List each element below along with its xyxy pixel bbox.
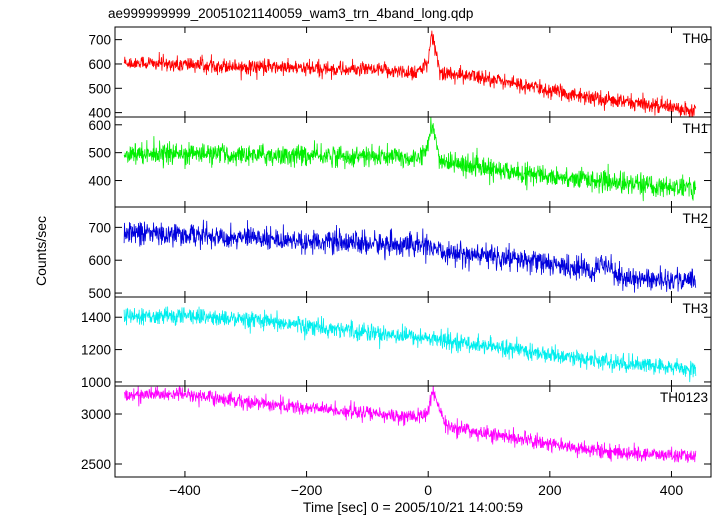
y-tick-label: 600 [88, 118, 111, 133]
panel-th0123: 2500 3000 TH0123 [81, 385, 712, 478]
x-axis-label: Time [sec] 0 = 2005/10/21 14:00:59 [303, 499, 523, 515]
series-name-label: TH3 [682, 301, 708, 316]
x-tick-label: 0 [424, 482, 432, 498]
y-tick-label: 500 [88, 286, 111, 301]
series-name-label: TH2 [682, 211, 708, 226]
chart-title: ae999999999_20051021140059_wam3_trn_4ban… [108, 6, 473, 21]
panel-th1: 400 500 600 TH1 [88, 116, 712, 208]
y-tick-label: 600 [88, 253, 111, 268]
series-name-label: TH1 [682, 121, 708, 136]
series-name-label: TH0123 [660, 390, 708, 405]
y-tick-label: 400 [88, 174, 111, 189]
y-tick-label: 600 [88, 57, 111, 72]
y-tick-label: 500 [88, 81, 111, 96]
y-tick-label: 700 [88, 220, 111, 235]
y-tick-label: 2500 [81, 457, 111, 472]
y-tick-label: 400 [88, 106, 111, 121]
series-line-th3 [123, 306, 697, 383]
series-line-th0 [123, 30, 697, 117]
x-tick-label: 200 [538, 482, 562, 498]
y-tick-label: 700 [88, 33, 111, 48]
series-name-label: TH0 [682, 31, 708, 46]
series-line-th0123 [123, 386, 697, 463]
panel-th0: 400 500 600 700 TH0 [88, 26, 712, 121]
panel-th3: 1000 1200 1400 TH3 [81, 296, 712, 390]
panel-th2: 500 600 700 TH2 [88, 206, 712, 301]
panel-frame [114, 385, 712, 478]
x-tick-label: 400 [660, 482, 684, 498]
panel-frame [114, 116, 712, 208]
x-tick-label: −400 [169, 482, 201, 498]
x-tick-label: −200 [291, 482, 323, 498]
y-tick-label: 1000 [81, 375, 111, 390]
y-axis-label: Counts/sec [33, 216, 49, 286]
y-tick-label: 1200 [81, 343, 111, 358]
panel-frame [114, 206, 712, 298]
series-line-th2 [123, 219, 697, 293]
panels-group: 400 500 600 700 TH0 400 500 600 TH1 500 600 700 TH2 1… [81, 26, 712, 498]
y-tick-label: 1400 [81, 310, 111, 325]
y-tick-label: 3000 [81, 407, 111, 422]
series-line-th1 [123, 117, 697, 202]
y-tick-label: 500 [88, 146, 111, 161]
